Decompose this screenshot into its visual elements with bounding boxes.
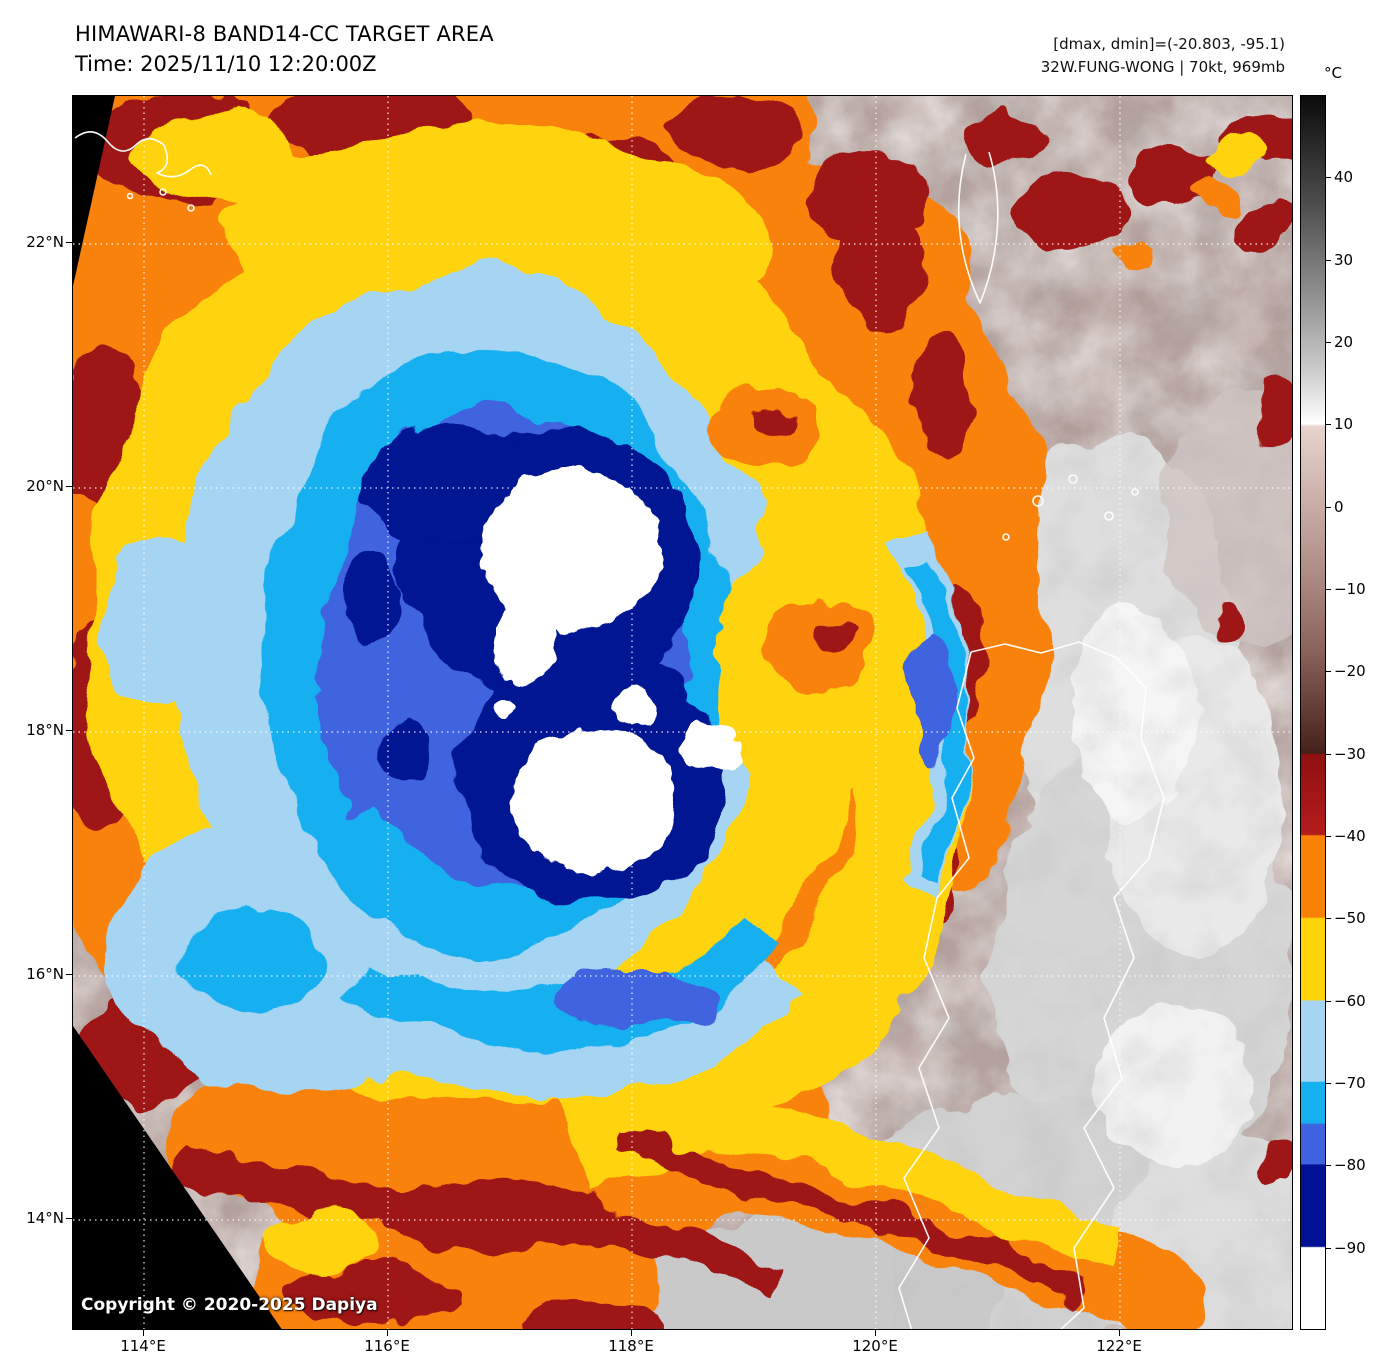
lat-label-20n: 20°N xyxy=(6,477,72,495)
graticule xyxy=(73,96,1292,1329)
colorbar-tick-m50: −50 xyxy=(1325,909,1366,927)
colorbar-tick-30: 30 xyxy=(1324,251,1354,269)
satellite-map-frame: Copyright © 2020-2025 Dapiya xyxy=(72,95,1293,1330)
colorbar-tick-m90: −90 xyxy=(1325,1239,1366,1257)
temperature-colorbar xyxy=(1300,95,1326,1330)
lon-label-118e: 118°E xyxy=(596,1330,666,1355)
colorbar-tick-m60: −60 xyxy=(1325,992,1366,1010)
colorbar-tick-m20: −20 xyxy=(1325,662,1366,680)
colorbar-tick-0: 0 xyxy=(1325,498,1344,516)
storm-info: 32W.FUNG-WONG | 70kt, 969mb xyxy=(1040,57,1285,76)
dmax-dmin-readout: [dmax, dmin]=(-20.803, -95.1) xyxy=(1053,35,1285,53)
colorbar-tick-m40: −40 xyxy=(1325,827,1366,845)
typhoon-cold-white-tops xyxy=(483,469,740,873)
colorbar-tick-10: 10 xyxy=(1324,415,1354,433)
colorbar-tick-m80: −80 xyxy=(1325,1156,1366,1174)
typhoon-dry-intrusion xyxy=(706,388,903,806)
scan-edge-wedges xyxy=(73,96,282,1329)
lat-label-14n: 14°N xyxy=(6,1209,72,1227)
lat-label-16n: 16°N xyxy=(6,965,72,983)
image-timestamp: Time: 2025/11/10 12:20:00Z xyxy=(75,52,377,76)
imagery-east-flecks xyxy=(965,110,1292,1182)
colorbar-unit-label: °C xyxy=(1324,64,1342,82)
lon-label-116e: 116°E xyxy=(352,1330,422,1355)
rainband-darkred-streak xyxy=(613,1126,1089,1305)
colorbar-tick-m70: −70 xyxy=(1325,1074,1366,1092)
colorbar-tick-m30: −30 xyxy=(1325,745,1366,763)
lat-label-18n: 18°N xyxy=(6,721,72,739)
colorbar-tick-20: 20 xyxy=(1324,333,1354,351)
lon-label-122e: 122°E xyxy=(1084,1330,1154,1355)
colorbar-tick-m10: −10 xyxy=(1325,580,1366,598)
page-title: HIMAWARI-8 BAND14-CC TARGET AREA xyxy=(75,22,494,46)
lon-label-114e: 114°E xyxy=(108,1330,178,1355)
lon-label-120e: 120°E xyxy=(840,1330,910,1355)
satellite-imagery xyxy=(73,96,1292,1329)
coastlines xyxy=(74,131,1165,1329)
colorbar-tick-40: 40 xyxy=(1324,168,1354,186)
lat-label-22n: 22°N xyxy=(6,233,72,251)
copyright-text: Copyright © 2020-2025 Dapiya xyxy=(81,1295,378,1315)
header-annotations: [dmax, dmin]=(-20.803, -95.1) 32W.FUNG-W… xyxy=(1041,33,1285,78)
